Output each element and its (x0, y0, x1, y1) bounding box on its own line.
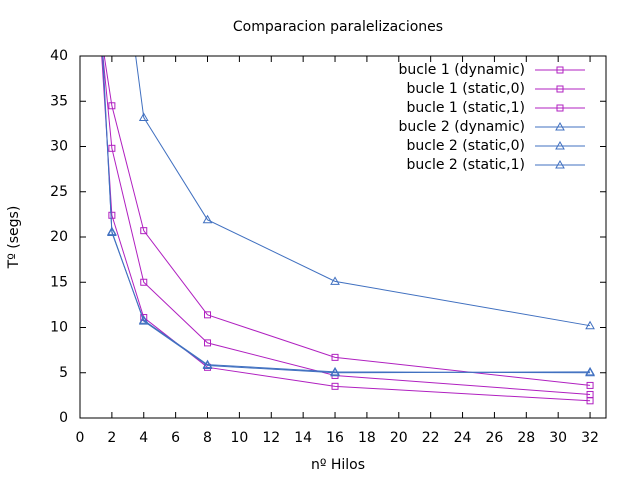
marker (555, 159, 565, 169)
legend-label: bucle 1 (static,1) (407, 100, 526, 116)
marker (140, 227, 148, 235)
marker (555, 140, 565, 150)
x-tick-label: 4 (139, 430, 148, 446)
marker (108, 102, 116, 110)
legend-label: bucle 1 (dynamic) (398, 62, 525, 78)
marker (204, 339, 212, 347)
y-tick-label: 10 (50, 320, 68, 336)
marker (138, 112, 149, 122)
marker (586, 397, 594, 405)
x-tick-label: 0 (76, 430, 85, 446)
legend-label: bucle 2 (static,1) (407, 157, 526, 173)
y-tick-label: 25 (50, 184, 68, 200)
marker (138, 316, 149, 325)
marker (202, 214, 213, 224)
marker (107, 226, 117, 236)
y-tick-label: 5 (59, 365, 68, 381)
x-tick-label: 16 (326, 430, 344, 446)
legend-label: bucle 1 (static,0) (407, 81, 526, 97)
x-tick-label: 14 (294, 430, 312, 446)
y-axis-label: Tº (segs) (6, 206, 22, 270)
y-tick-label: 30 (50, 139, 68, 155)
marker (555, 121, 565, 131)
marker (556, 66, 564, 74)
x-tick-label: 30 (549, 430, 567, 446)
series-line (102, 56, 591, 395)
x-tick-label: 18 (358, 430, 376, 446)
plot-area (101, 56, 595, 405)
series-line (135, 56, 591, 327)
series-line (103, 56, 591, 386)
series-line (102, 56, 591, 374)
chart-title: Comparacion paralelizaciones (233, 19, 443, 35)
marker (331, 382, 339, 390)
x-tick-label: 12 (262, 430, 280, 446)
marker (202, 360, 213, 370)
y-tick-label: 40 (50, 48, 68, 64)
x-tick-label: 24 (454, 430, 472, 446)
marker (108, 144, 116, 152)
marker (330, 367, 340, 377)
marker (108, 211, 116, 219)
marker (585, 366, 595, 376)
marker (586, 381, 594, 389)
marker (556, 104, 564, 112)
x-tick-label: 26 (486, 430, 504, 446)
y-tick-label: 15 (50, 274, 68, 290)
x-axis-label: nº Hilos (311, 457, 365, 473)
y-tick-label: 35 (50, 93, 68, 109)
marker (585, 320, 595, 330)
x-tick-label: 6 (171, 430, 180, 446)
x-tick-label: 2 (107, 430, 116, 446)
x-tick-label: 10 (230, 430, 248, 446)
legend-label: bucle 2 (dynamic) (398, 119, 525, 135)
y-tick-label: 0 (59, 410, 68, 426)
marker (204, 311, 212, 319)
legend-label: bucle 2 (static,0) (407, 138, 526, 154)
marker (330, 276, 340, 285)
x-tick-label: 28 (517, 430, 535, 446)
x-tick-label: 22 (422, 430, 440, 446)
x-tick-label: 8 (203, 430, 212, 446)
x-tick-label: 32 (581, 430, 599, 446)
marker (331, 353, 339, 361)
marker (140, 278, 148, 286)
y-tick-label: 20 (50, 229, 68, 245)
x-tick-label: 20 (390, 430, 408, 446)
marker (556, 85, 564, 93)
